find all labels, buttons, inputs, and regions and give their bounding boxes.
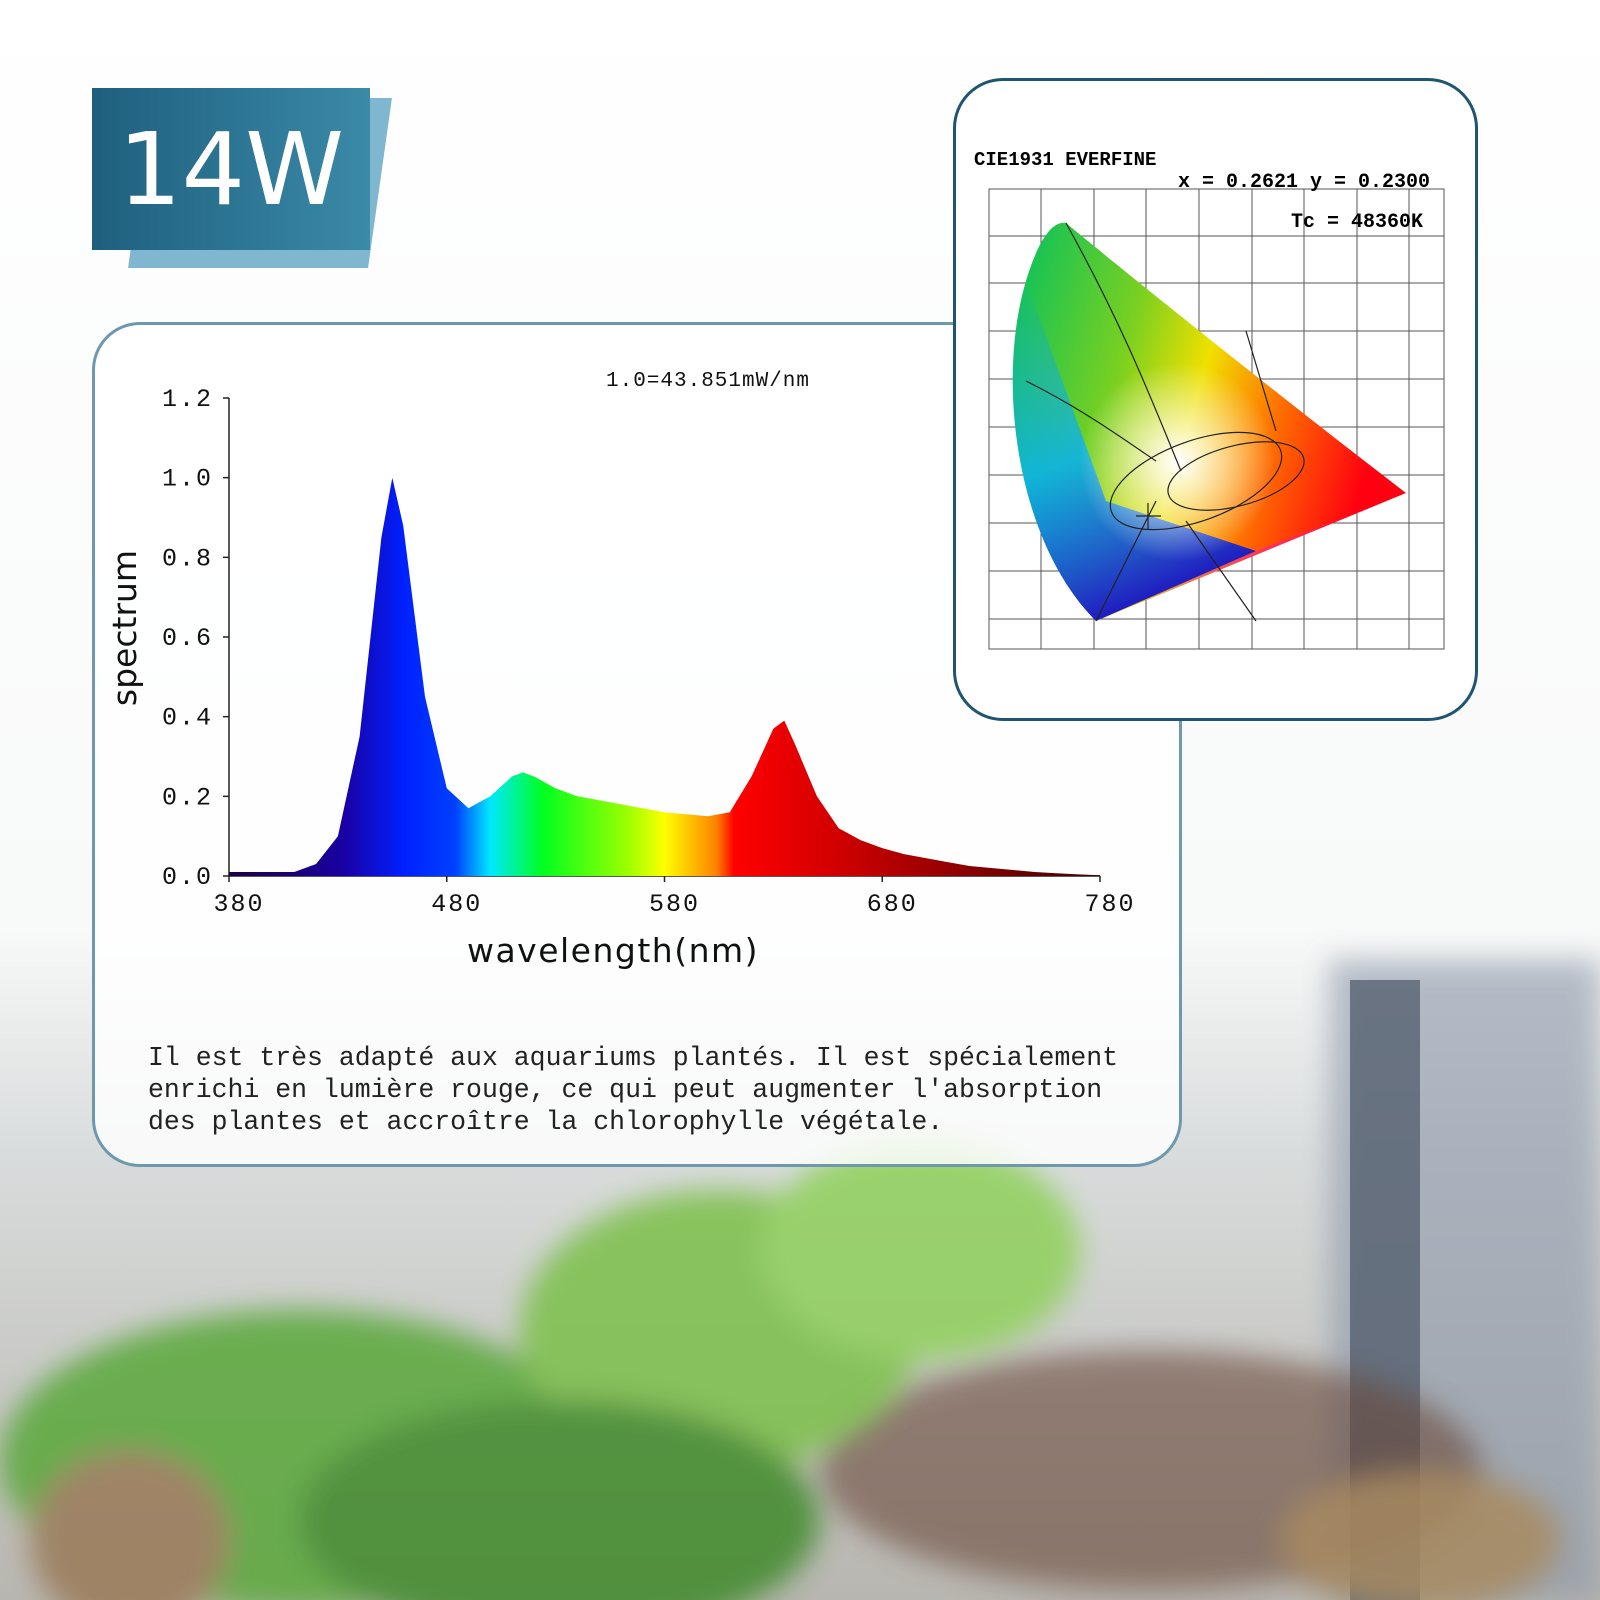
y-tick-label: 1.0 <box>162 465 213 494</box>
x-tick-label: 580 <box>649 890 700 919</box>
x-tick-label: 380 <box>213 890 264 919</box>
y-tick-label: 1.2 <box>162 385 213 414</box>
y-tick-label: 0.4 <box>162 704 213 733</box>
x-tick-label: 680 <box>867 890 918 919</box>
y-tick-label: 0.6 <box>162 624 213 653</box>
x-tick-label: 780 <box>1084 890 1135 919</box>
chart-annotation: 1.0=43.851mW/nm <box>606 370 810 393</box>
description-line: Il est très adapté aux aquariums plantés… <box>148 1043 1119 1073</box>
cie-diagram <box>988 188 1445 650</box>
description-line: enrichi en lumière rouge, ce qui peut au… <box>148 1075 1103 1105</box>
cie-color-temperature: Tc = 48360K <box>1291 211 1424 234</box>
chart: 1.0=43.851mW/nm 0.0 0.2 0.4 0.6 0.8 1.0 1.2 380 4… <box>105 370 1135 970</box>
y-tick-label: 0.0 <box>162 863 213 892</box>
y-tick-label: 0.2 <box>162 783 213 812</box>
x-axis-label: wavelength(nm) <box>467 931 759 970</box>
description: Il est très adapté aux aquariums plantés… <box>148 1010 1118 1138</box>
y-tick-label: 0.8 <box>162 544 213 573</box>
cie-coordinates: x = 0.2621 y = 0.2300 <box>1178 171 1431 194</box>
description-line: des plantes et accroître la chlorophylle… <box>148 1107 944 1137</box>
x-tick-label: 480 <box>431 890 482 919</box>
power-badge: 14W <box>92 88 392 278</box>
spectrum-area <box>229 477 1100 876</box>
y-axis-label: spectrum <box>105 550 144 706</box>
cie-title: CIE1931 EVERFINE <box>974 149 1157 171</box>
cie-panel: CIE1931 EVERFINE x = 0.2621 y = 0.2300 T… <box>953 78 1478 721</box>
badge-text: 14W <box>92 88 370 250</box>
